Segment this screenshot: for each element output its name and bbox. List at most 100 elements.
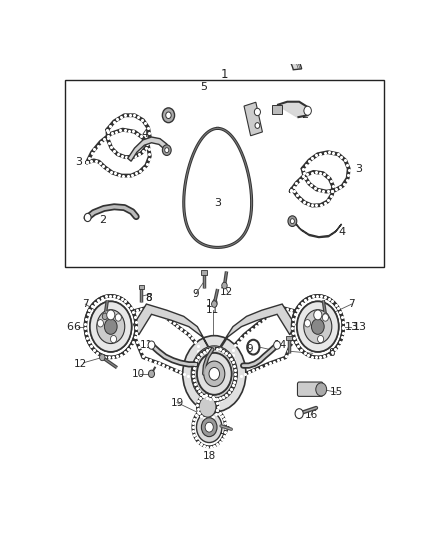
Circle shape bbox=[115, 314, 121, 321]
Circle shape bbox=[255, 123, 260, 128]
Point bbox=[336, 337, 343, 346]
Point bbox=[254, 364, 261, 373]
Point bbox=[226, 387, 233, 396]
Point bbox=[308, 201, 315, 210]
Point bbox=[195, 386, 202, 395]
Point bbox=[213, 440, 220, 449]
Point bbox=[130, 308, 137, 317]
Circle shape bbox=[197, 353, 232, 394]
Circle shape bbox=[314, 310, 322, 320]
Point bbox=[204, 415, 211, 423]
Circle shape bbox=[104, 319, 117, 334]
Point bbox=[82, 329, 89, 337]
Point bbox=[313, 353, 320, 361]
Point bbox=[189, 373, 196, 382]
Point bbox=[325, 196, 332, 205]
Point bbox=[104, 133, 111, 142]
Point bbox=[127, 304, 134, 312]
Point bbox=[82, 319, 89, 328]
Point bbox=[302, 173, 309, 182]
Circle shape bbox=[304, 106, 311, 115]
Point bbox=[141, 136, 148, 144]
Point bbox=[118, 295, 125, 303]
Point bbox=[230, 381, 237, 390]
Point bbox=[209, 392, 216, 401]
Point bbox=[85, 338, 92, 346]
Point bbox=[308, 352, 315, 361]
Circle shape bbox=[197, 412, 222, 442]
Point bbox=[140, 164, 147, 172]
Point bbox=[202, 397, 209, 405]
Point bbox=[313, 201, 320, 209]
Point bbox=[110, 353, 117, 361]
Point bbox=[212, 410, 219, 418]
Point bbox=[198, 350, 205, 359]
Point bbox=[228, 354, 235, 363]
Point bbox=[151, 308, 158, 316]
Point bbox=[132, 318, 139, 326]
Point bbox=[206, 345, 213, 353]
Point bbox=[164, 362, 171, 371]
Point bbox=[206, 391, 213, 399]
Point bbox=[159, 311, 166, 319]
Point bbox=[329, 297, 336, 306]
Point bbox=[194, 401, 201, 409]
Point bbox=[139, 352, 146, 360]
Point bbox=[334, 150, 341, 158]
Point bbox=[338, 333, 345, 342]
Point bbox=[291, 334, 298, 342]
Point bbox=[215, 394, 222, 403]
Text: 4: 4 bbox=[338, 227, 345, 237]
Point bbox=[191, 364, 198, 372]
Point bbox=[232, 369, 239, 378]
Point bbox=[95, 295, 102, 304]
Bar bbox=[244, 102, 262, 136]
Point bbox=[91, 145, 98, 154]
Point bbox=[180, 370, 187, 378]
Point bbox=[321, 170, 328, 179]
Point bbox=[136, 150, 143, 158]
Text: 7: 7 bbox=[82, 299, 88, 309]
Point bbox=[344, 160, 351, 169]
Point bbox=[331, 345, 338, 354]
Point bbox=[317, 201, 324, 209]
Point bbox=[293, 338, 300, 346]
Point bbox=[118, 113, 125, 122]
Point bbox=[299, 298, 306, 307]
Circle shape bbox=[203, 360, 226, 388]
Text: 8: 8 bbox=[145, 293, 152, 303]
Point bbox=[84, 334, 91, 342]
Point bbox=[98, 351, 105, 359]
Point bbox=[232, 373, 239, 382]
Circle shape bbox=[107, 310, 115, 320]
Point bbox=[287, 187, 294, 196]
Point bbox=[92, 157, 99, 165]
Point bbox=[198, 412, 205, 421]
Point bbox=[207, 394, 214, 403]
Point bbox=[191, 360, 198, 368]
Point bbox=[194, 346, 201, 355]
Point bbox=[299, 164, 306, 173]
Bar bbox=[65, 80, 384, 267]
Point bbox=[313, 151, 320, 160]
Polygon shape bbox=[199, 29, 302, 70]
Circle shape bbox=[104, 319, 117, 334]
Point bbox=[291, 310, 298, 318]
Bar bbox=[286, 336, 292, 340]
Polygon shape bbox=[277, 102, 307, 117]
Circle shape bbox=[183, 336, 246, 412]
Point bbox=[176, 368, 183, 376]
Text: 19: 19 bbox=[170, 398, 184, 408]
Point bbox=[134, 306, 141, 314]
Circle shape bbox=[84, 213, 91, 222]
Circle shape bbox=[162, 108, 175, 123]
Point bbox=[311, 184, 318, 192]
Point bbox=[135, 342, 142, 351]
Point bbox=[213, 395, 220, 403]
Point bbox=[293, 305, 300, 314]
Point bbox=[305, 351, 312, 359]
Point bbox=[304, 177, 311, 186]
Point bbox=[191, 376, 198, 384]
Point bbox=[191, 431, 198, 439]
Point bbox=[339, 318, 346, 326]
